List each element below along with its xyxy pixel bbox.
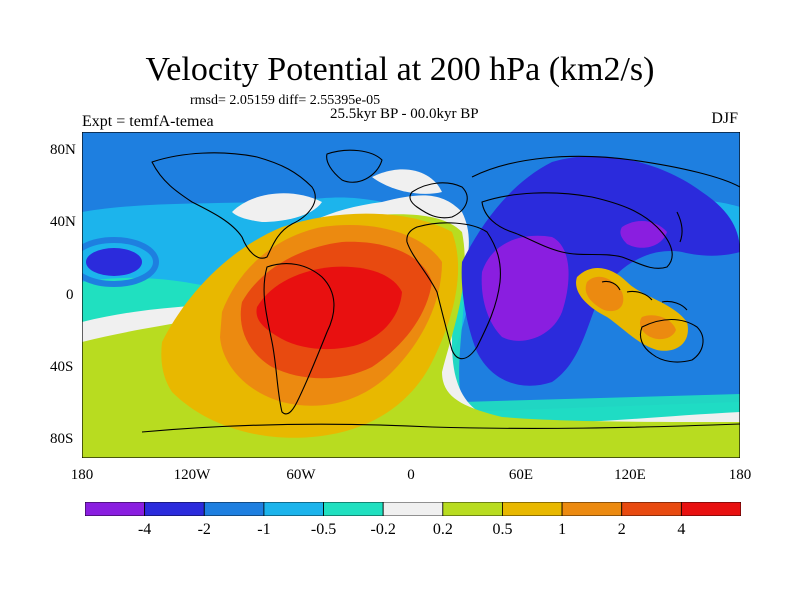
- lon-label-180w: 180: [70, 467, 94, 483]
- lon-label-120e: 120E: [614, 467, 646, 483]
- colorbar-label: 0.2: [432, 521, 453, 538]
- colorbar: [85, 502, 741, 516]
- colorbar-label: 1: [558, 521, 567, 538]
- colorbar-swatch: [502, 502, 563, 516]
- colorbar-swatch: [561, 502, 623, 516]
- lat-label-40s: 40S: [50, 359, 74, 375]
- colorbar-label: -4: [137, 521, 152, 538]
- lon-label-0: 0: [407, 467, 415, 483]
- lon-label-60w: 60W: [286, 467, 316, 483]
- colorbar-swatch: [621, 502, 682, 516]
- colorbar-swatch: [85, 502, 146, 516]
- colorbar-swatch: [144, 502, 205, 516]
- colorbar-label: -1: [257, 521, 271, 538]
- colorbar-swatch: [442, 502, 503, 516]
- lat-label-40n: 40N: [50, 214, 76, 230]
- colorbar-label: -0.5: [310, 521, 337, 538]
- lon-label-180e: 180: [728, 467, 752, 483]
- map-title: Velocity Potential at 200 hPa (km2/s): [145, 51, 655, 88]
- lat-label-80n: 80N: [50, 142, 76, 158]
- lat-label-80s: 80S: [50, 431, 74, 447]
- colorbar-swatch: [203, 502, 265, 516]
- colorbar-swatch: [263, 502, 324, 516]
- colorbar-swatch: [382, 502, 444, 516]
- colorbar-label: -0.2: [370, 521, 396, 538]
- colorbar-swatch: [323, 502, 384, 516]
- colorbar-label: -2: [197, 521, 211, 538]
- velocity-potential-map: [82, 132, 740, 458]
- experiment-label: Expt = temfA-temea: [82, 113, 214, 130]
- lat-label-0: 0: [66, 287, 74, 303]
- colorbar-label: 2: [617, 521, 626, 538]
- lon-label-60e: 60E: [508, 467, 534, 483]
- season-label: DJF: [711, 110, 738, 127]
- colorbar-label: 4: [677, 521, 686, 538]
- lon-label-120w: 120W: [173, 467, 211, 483]
- colorbar-swatch: [680, 502, 741, 516]
- colorbar-label: 0.5: [492, 521, 513, 538]
- stats-text: rmsd= 2.05159 diff= 2.55395e-05: [190, 93, 381, 108]
- period-subtitle: 25.5kyr BP - 00.0kyr BP: [330, 106, 479, 122]
